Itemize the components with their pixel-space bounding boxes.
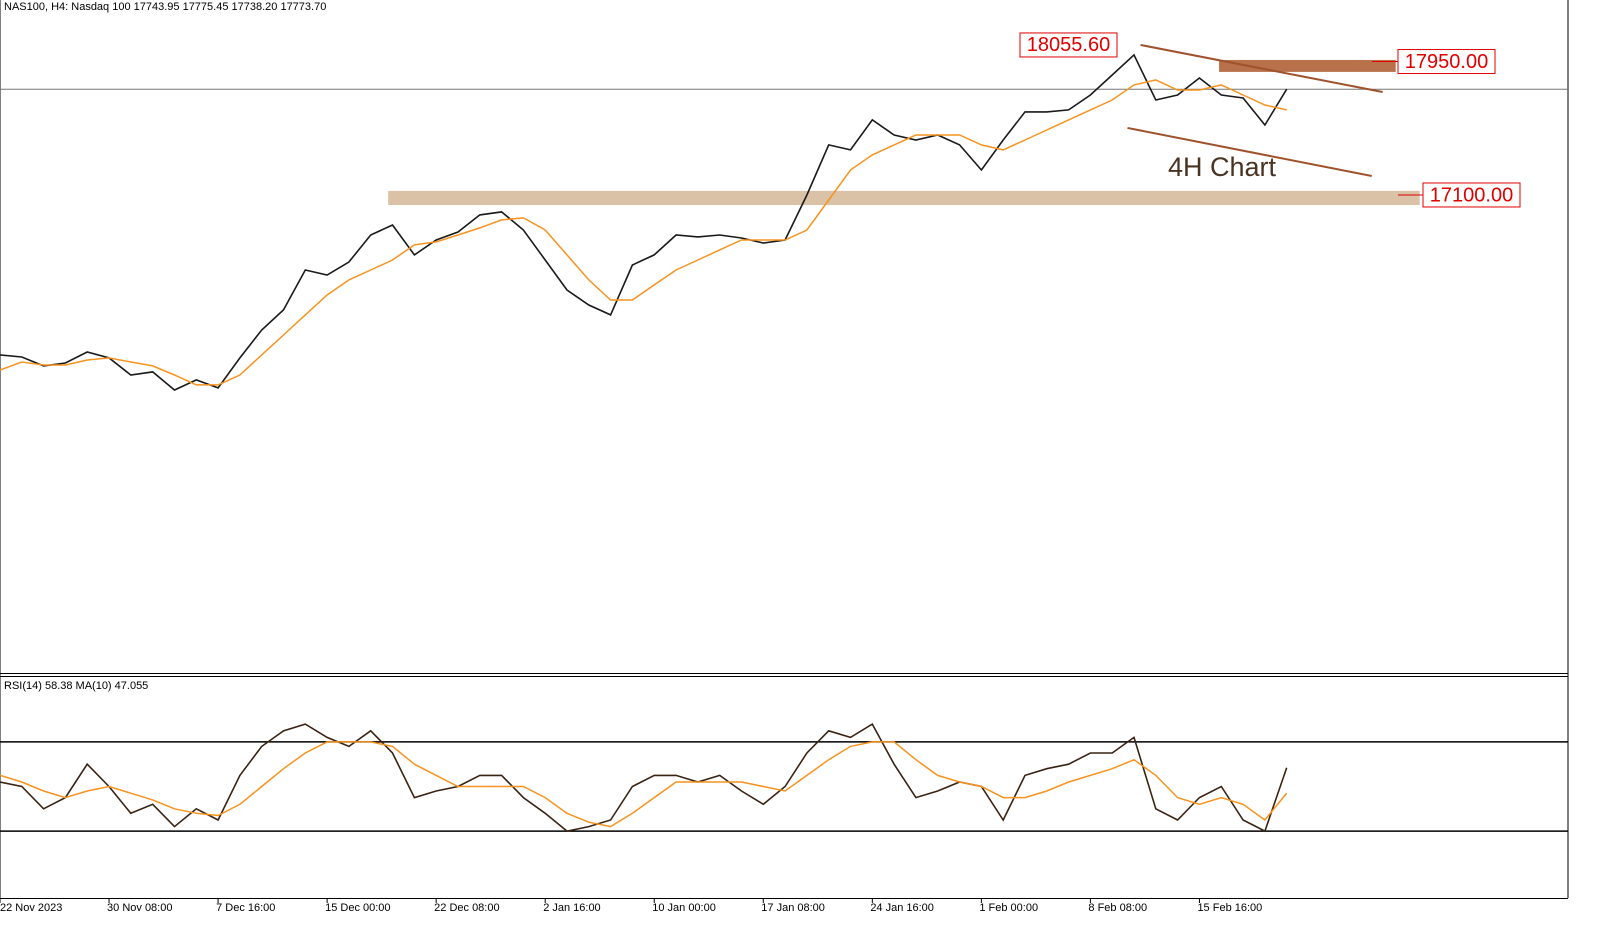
x-tick-label: 30 Nov 08:00 [107,902,172,914]
series-line [0,722,1288,833]
series-line [0,53,1288,391]
x-tick-label: 1 Feb 00:00 [979,902,1038,914]
x-tick-label: 15 Dec 00:00 [325,902,390,914]
rsi-header: RSI(14) 58.38 MA(10) 47.055 [4,680,148,692]
level-label-box [1397,49,1496,75]
series-line [0,79,1287,386]
trendline [1127,126,1372,177]
level-label-box [1422,182,1521,208]
series-line [0,741,1288,828]
annotation: 4H Chart [1168,152,1277,182]
x-tick-label: 8 Feb 08:00 [1088,902,1147,914]
x-tick-label: 10 Jan 00:00 [652,902,716,914]
chart-header: NAS100, H4: Nasdaq 100 17743.95 17775.45… [4,1,326,13]
level-label: 18055.60 [1027,34,1110,56]
x-tick-label: 22 Dec 08:00 [434,902,499,914]
price-zone [1219,59,1396,72]
x-tick-label: 24 Jan 16:00 [870,902,934,914]
level-label: 17100.00 [1430,184,1513,206]
x-tick-label: 17 Jan 08:00 [761,902,825,914]
level-label: 17950.00 [1405,51,1488,73]
x-tick-label: 2 Jan 16:00 [543,902,601,914]
x-tick-label: 7 Dec 16:00 [216,902,275,914]
level-label-box [1019,32,1118,58]
x-tick-label: 15 Feb 16:00 [1197,902,1262,914]
trendline [1140,43,1383,93]
x-tick-label: 22 Nov 2023 [0,902,62,914]
price-zone [388,190,1420,206]
